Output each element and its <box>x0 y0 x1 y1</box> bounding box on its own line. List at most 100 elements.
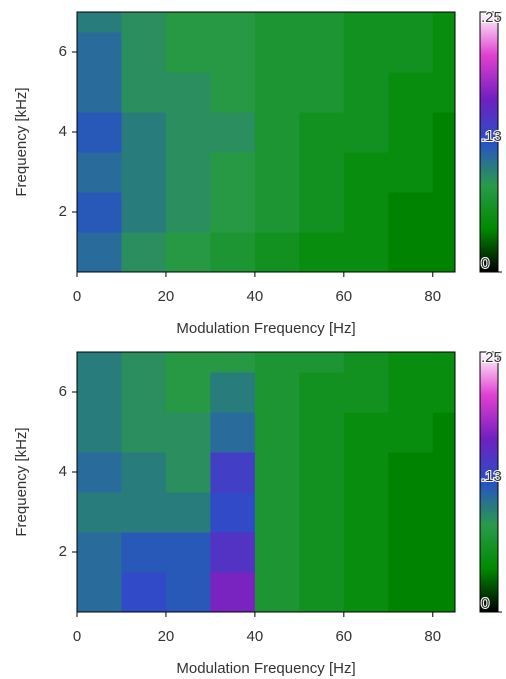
heat-cell <box>210 412 256 453</box>
heat-cell <box>210 32 256 73</box>
heat-cell <box>210 152 256 193</box>
heat-cell <box>210 372 256 413</box>
heat-cell <box>165 452 211 493</box>
heat-cell <box>299 572 345 613</box>
heat-cell <box>388 452 434 493</box>
heat-cell <box>254 12 300 33</box>
heat-cell <box>343 112 389 153</box>
heat-cell <box>121 532 167 573</box>
plot-frame <box>76 11 456 273</box>
heat-cell <box>210 532 256 573</box>
y-axis-label: Frequency [kHz] <box>13 87 30 196</box>
heat-cell <box>299 32 345 73</box>
heat-cell <box>77 32 122 73</box>
heat-cell <box>432 112 456 153</box>
heat-cell <box>165 372 211 413</box>
heat-cell <box>432 372 456 413</box>
heat-cell <box>388 232 434 273</box>
heat-cell <box>343 32 389 73</box>
heat-cell <box>77 532 122 573</box>
heat-cell <box>432 532 456 573</box>
heat-cell <box>254 32 300 73</box>
y-axis-label: Frequency [kHz] <box>13 427 30 536</box>
x-tick-label: 60 <box>335 628 352 645</box>
colorbar-tick-label: .25 <box>481 349 502 366</box>
heat-cell <box>343 572 389 613</box>
heat-cell <box>343 12 389 33</box>
colorbar-tick-label: .13 <box>481 128 502 145</box>
heat-cell <box>77 352 122 373</box>
colorbar <box>479 351 499 613</box>
heat-cell <box>210 452 256 493</box>
heat-cell <box>254 452 300 493</box>
heat-cell <box>121 452 167 493</box>
heat-cell <box>343 372 389 413</box>
heat-cell <box>77 112 122 153</box>
heat-cell <box>254 412 300 453</box>
heat-cell <box>121 232 167 273</box>
y-tick-label: 2 <box>59 203 67 220</box>
y-tick-label: 6 <box>59 383 67 400</box>
heat-cell <box>388 372 434 413</box>
y-tick-label: 4 <box>59 123 67 140</box>
heat-cell <box>299 232 345 273</box>
heat-cell <box>77 372 122 413</box>
x-tick-label: 40 <box>247 288 264 305</box>
heat-cell <box>432 12 456 33</box>
heat-cell <box>77 12 122 33</box>
heat-cell <box>165 572 211 613</box>
heat-cell <box>299 12 345 33</box>
heat-cell <box>165 492 211 533</box>
heat-cell <box>299 492 345 533</box>
heat-cell <box>254 492 300 533</box>
heat-cell <box>77 232 122 273</box>
heat-cell <box>432 452 456 493</box>
heat-cell <box>254 232 300 273</box>
heat-cell <box>343 452 389 493</box>
heat-cell <box>432 192 456 233</box>
heat-cell <box>254 352 300 373</box>
heat-cell <box>210 112 256 153</box>
heat-cell <box>388 72 434 113</box>
heat-cell <box>165 152 211 193</box>
heat-cell <box>121 192 167 233</box>
heat-cell <box>77 152 122 193</box>
heat-cell <box>388 492 434 533</box>
heat-cell <box>121 72 167 113</box>
heat-cell <box>165 32 211 73</box>
heat-cell <box>388 532 434 573</box>
x-tick-label: 80 <box>424 288 441 305</box>
heat-cell <box>77 412 122 453</box>
heat-cell <box>432 232 456 273</box>
heat-cell <box>165 72 211 113</box>
heat-cell <box>343 412 389 453</box>
heat-cell <box>254 572 300 613</box>
heat-cell <box>77 192 122 233</box>
heat-cell <box>121 372 167 413</box>
heat-cell <box>121 352 167 373</box>
heat-cell <box>343 492 389 533</box>
heat-cell <box>165 352 211 373</box>
colorbar-tick-label: .25 <box>481 9 502 26</box>
heat-cell <box>210 12 256 33</box>
heat-cell <box>343 532 389 573</box>
x-tick-label: 60 <box>335 288 352 305</box>
heat-cell <box>210 492 256 533</box>
heat-cell <box>121 32 167 73</box>
heat-cell <box>77 492 122 533</box>
heat-cell <box>121 152 167 193</box>
heat-cell <box>388 412 434 453</box>
heat-cell <box>121 112 167 153</box>
heat-cell <box>254 192 300 233</box>
heat-cell <box>121 572 167 613</box>
heat-cell <box>432 72 456 113</box>
heat-cell <box>210 352 256 373</box>
heat-cell <box>388 192 434 233</box>
heat-cell <box>343 192 389 233</box>
heat-cell <box>432 492 456 533</box>
x-tick-label: 20 <box>158 628 175 645</box>
heat-cell <box>299 352 345 373</box>
heat-cell <box>299 372 345 413</box>
heat-cell <box>165 192 211 233</box>
heat-cell <box>210 192 256 233</box>
